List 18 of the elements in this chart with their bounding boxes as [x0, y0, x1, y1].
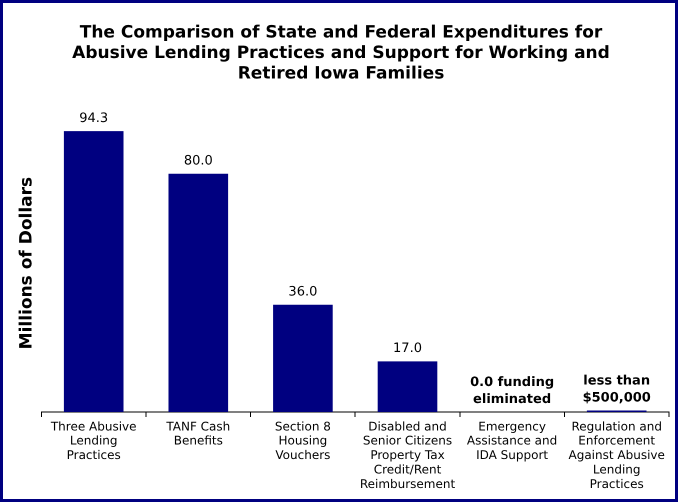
data-label: 36.0	[288, 284, 318, 300]
bar	[64, 131, 124, 412]
x-tick-label: Section 8 Housing Vouchers	[274, 419, 331, 462]
data-label: 94.3	[79, 111, 108, 126]
x-tick-label: Three Abusive Lending Practices	[50, 419, 137, 462]
x-tick-label: Regulation and Enforcement Against Abusive Lending Practices	[568, 419, 665, 491]
data-label: 17.0	[393, 341, 422, 356]
x-tick-label: Disabled and Senior Citizens Property Tax Credit/Rent Reimbursement	[360, 419, 456, 491]
y-axis-title: Millions of Dollars	[16, 176, 37, 350]
bar	[378, 361, 438, 412]
bar	[273, 304, 333, 412]
data-label: 0.0 funding eliminated	[470, 374, 554, 407]
x-tick-label: TANF Cash Benefits	[165, 419, 230, 448]
chart-title: The Comparison of State and Federal Expenditures for Abusive Lending Practices and Support for Working and Retired Iowa Families	[72, 22, 610, 84]
data-label: 80.0	[184, 154, 213, 169]
x-tick-label: Emergency Assistance and IDA Support	[466, 419, 558, 462]
data-label: less than $500,000	[582, 373, 651, 406]
bar	[168, 174, 228, 412]
